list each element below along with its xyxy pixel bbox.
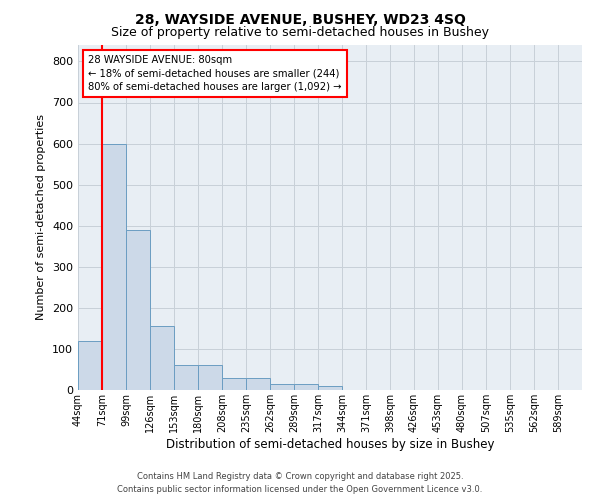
Text: Size of property relative to semi-detached houses in Bushey: Size of property relative to semi-detach… [111,26,489,39]
Bar [198,366,222,390]
Bar [294,384,318,390]
X-axis label: Distribution of semi-detached houses by size in Bushey: Distribution of semi-detached houses by … [166,438,494,450]
Bar [102,144,126,390]
Bar [174,366,198,390]
Bar [222,378,246,390]
Bar [126,230,150,390]
Text: 28, WAYSIDE AVENUE, BUSHEY, WD23 4SQ: 28, WAYSIDE AVENUE, BUSHEY, WD23 4SQ [134,12,466,26]
Bar [318,386,342,390]
Bar [78,340,102,390]
Y-axis label: Number of semi-detached properties: Number of semi-detached properties [37,114,46,320]
Text: 28 WAYSIDE AVENUE: 80sqm
← 18% of semi-detached houses are smaller (244)
80% of : 28 WAYSIDE AVENUE: 80sqm ← 18% of semi-d… [88,56,341,92]
Text: Contains HM Land Registry data © Crown copyright and database right 2025.
Contai: Contains HM Land Registry data © Crown c… [118,472,482,494]
Bar [270,384,294,390]
Bar [150,326,174,390]
Bar [246,378,270,390]
